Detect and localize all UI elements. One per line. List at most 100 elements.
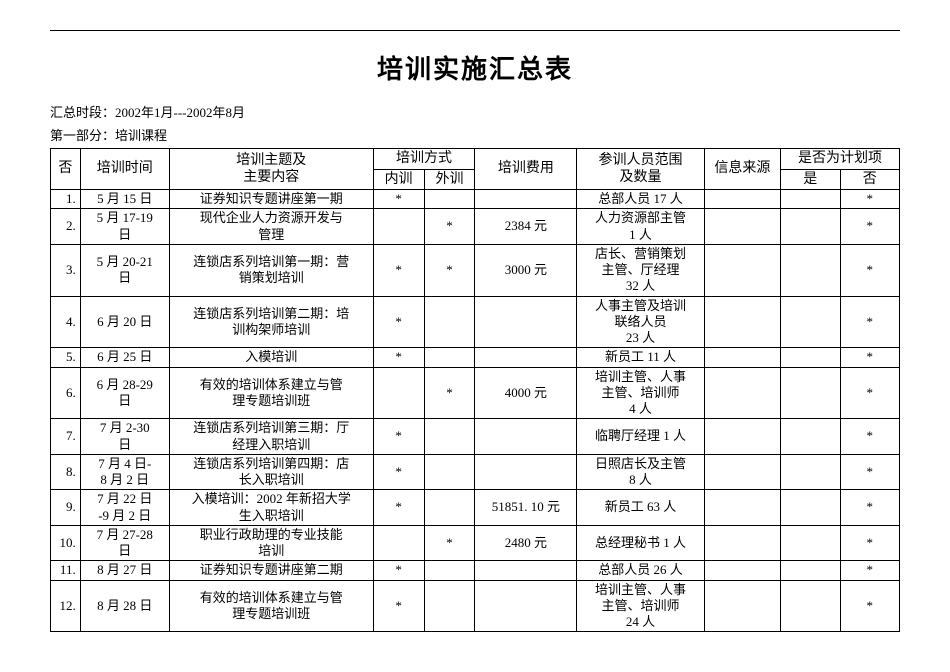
cell-no: 12. bbox=[51, 580, 81, 632]
cell-participants: 人力资源部主管1 人 bbox=[577, 209, 704, 245]
cell-topic: 连锁店系列培训第四期：店长入职培训 bbox=[169, 454, 373, 490]
cell-topic: 有效的培训体系建立与管理专题培训班 bbox=[169, 367, 373, 419]
cell-source bbox=[704, 348, 780, 367]
cell-internal: * bbox=[373, 580, 424, 632]
cell-cost bbox=[475, 348, 577, 367]
cell-time: 6 月 25 日 bbox=[80, 348, 169, 367]
cell-participants: 人事主管及培训联络人员23 人 bbox=[577, 296, 704, 348]
cell-no2: * bbox=[840, 580, 899, 632]
cell-external bbox=[424, 561, 475, 580]
cell-participants: 日照店长及主管8 人 bbox=[577, 454, 704, 490]
cell-topic: 职业行政助理的专业技能培训 bbox=[169, 525, 373, 561]
th-cost: 培训费用 bbox=[475, 149, 577, 190]
cell-yes bbox=[781, 580, 840, 632]
cell-no: 7. bbox=[51, 419, 81, 455]
cell-participants: 新员工 11 人 bbox=[577, 348, 704, 367]
table-row: 1.5 月 15 日证券知识专题讲座第一期*总部人员 17 人* bbox=[51, 190, 900, 209]
cell-time: 7 月 4 日-8 月 2 日 bbox=[80, 454, 169, 490]
cell-no: 10. bbox=[51, 525, 81, 561]
cell-no: 8. bbox=[51, 454, 81, 490]
cell-no2: * bbox=[840, 525, 899, 561]
cell-no2: * bbox=[840, 190, 899, 209]
table-row: 8.7 月 4 日-8 月 2 日连锁店系列培训第四期：店长入职培训 * 日照店长及… bbox=[51, 454, 900, 490]
cell-time: 7 月 2-30日 bbox=[80, 419, 169, 455]
table-body: 1.5 月 15 日证券知识专题讲座第一期*总部人员 17 人*2.5 月 17… bbox=[51, 190, 900, 632]
cell-topic: 入模培训：2002 年新招大学生入职培训 bbox=[169, 490, 373, 526]
table-row: 3.5 月 20-21日连锁店系列培训第一期：营销策划培训**3000 元店长、… bbox=[51, 244, 900, 296]
cell-no: 2. bbox=[51, 209, 81, 245]
cell-external bbox=[424, 419, 475, 455]
cell-topic: 连锁店系列培训第二期：培训构架师培训 bbox=[169, 296, 373, 348]
cell-topic: 有效的培训体系建立与管理专题培训班 bbox=[169, 580, 373, 632]
table-row: 2.5 月 17-19日现代企业人力资源开发与管理*2384 元人力资源部主管1… bbox=[51, 209, 900, 245]
cell-source bbox=[704, 209, 780, 245]
cell-no2: * bbox=[840, 209, 899, 245]
cell-no2: * bbox=[840, 454, 899, 490]
cell-external bbox=[424, 296, 475, 348]
cell-time: 5 月 20-21日 bbox=[80, 244, 169, 296]
cell-time: 6 月 28-29日 bbox=[80, 367, 169, 419]
cell-internal bbox=[373, 525, 424, 561]
cell-participants: 新员工 63 人 bbox=[577, 490, 704, 526]
table-row: 5.6 月 25 日入模培训*新员工 11 人* bbox=[51, 348, 900, 367]
cell-yes bbox=[781, 190, 840, 209]
top-rule bbox=[50, 30, 900, 31]
period-line: 汇总时段：2002年1月---2002年8月 bbox=[50, 102, 900, 121]
training-table: 否 培训时间 培训主题及主要内容 培训方式 培训费用 参训人员范围及数量 信息来… bbox=[50, 148, 900, 632]
cell-topic: 证券知识专题讲座第一期 bbox=[169, 190, 373, 209]
cell-no2: * bbox=[840, 367, 899, 419]
cell-yes bbox=[781, 348, 840, 367]
cell-cost bbox=[475, 561, 577, 580]
cell-source bbox=[704, 454, 780, 490]
cell-no: 6. bbox=[51, 367, 81, 419]
table-row: 4.6 月 20 日连锁店系列培训第二期：培训构架师培训*人事主管及培训联络人员… bbox=[51, 296, 900, 348]
cell-cost bbox=[475, 580, 577, 632]
cell-source bbox=[704, 296, 780, 348]
cell-no: 4. bbox=[51, 296, 81, 348]
cell-external bbox=[424, 490, 475, 526]
cell-source bbox=[704, 419, 780, 455]
th-time: 培训时间 bbox=[80, 149, 169, 190]
cell-participants: 店长、营销策划主管、厅经理32 人 bbox=[577, 244, 704, 296]
cell-time: 6 月 20 日 bbox=[80, 296, 169, 348]
cell-no2: * bbox=[840, 296, 899, 348]
cell-yes bbox=[781, 525, 840, 561]
cell-time: 5 月 17-19日 bbox=[80, 209, 169, 245]
cell-internal: * bbox=[373, 419, 424, 455]
cell-yes bbox=[781, 209, 840, 245]
cell-no2: * bbox=[840, 244, 899, 296]
cell-no: 3. bbox=[51, 244, 81, 296]
table-row: 10.7 月 27-28日职业行政助理的专业技能培训*2480 元总经理秘书 1… bbox=[51, 525, 900, 561]
cell-cost bbox=[475, 190, 577, 209]
table-row: 9.7 月 22 日-9 月 2 日入模培训：2002 年新招大学生入职培训*5… bbox=[51, 490, 900, 526]
th-yes: 是 bbox=[781, 169, 840, 190]
cell-external bbox=[424, 580, 475, 632]
th-method: 培训方式 bbox=[373, 149, 475, 170]
cell-no2: * bbox=[840, 348, 899, 367]
cell-participants: 总部人员 17 人 bbox=[577, 190, 704, 209]
table-row: 7.7 月 2-30日连锁店系列培训第三期：厅经理入职培训*临聘厅经理 1 人* bbox=[51, 419, 900, 455]
th-no2: 否 bbox=[840, 169, 899, 190]
th-no: 否 bbox=[51, 149, 81, 190]
cell-participants: 培训主管、人事主管、培训师4 人 bbox=[577, 367, 704, 419]
th-topic: 培训主题及主要内容 bbox=[169, 149, 373, 190]
cell-no2: * bbox=[840, 419, 899, 455]
cell-internal: * bbox=[373, 296, 424, 348]
th-source: 信息来源 bbox=[704, 149, 780, 190]
cell-source bbox=[704, 525, 780, 561]
cell-internal: * bbox=[373, 561, 424, 580]
cell-no2: * bbox=[840, 561, 899, 580]
cell-source bbox=[704, 244, 780, 296]
cell-yes bbox=[781, 454, 840, 490]
cell-cost bbox=[475, 296, 577, 348]
cell-time: 7 月 27-28日 bbox=[80, 525, 169, 561]
cell-cost: 4000 元 bbox=[475, 367, 577, 419]
cell-no: 11. bbox=[51, 561, 81, 580]
cell-participants: 总部人员 26 人 bbox=[577, 561, 704, 580]
cell-cost: 3000 元 bbox=[475, 244, 577, 296]
cell-yes bbox=[781, 367, 840, 419]
cell-external: * bbox=[424, 525, 475, 561]
cell-topic: 入模培训 bbox=[169, 348, 373, 367]
cell-topic: 现代企业人力资源开发与管理 bbox=[169, 209, 373, 245]
cell-source bbox=[704, 190, 780, 209]
